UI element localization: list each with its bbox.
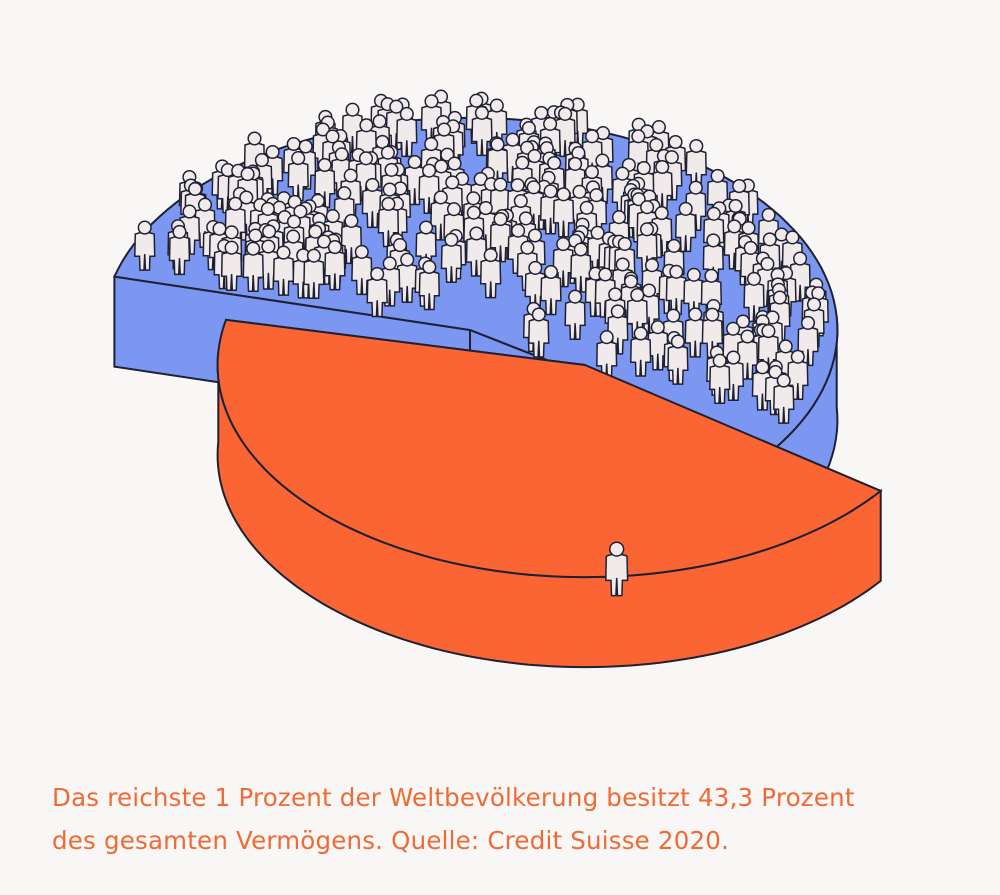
pie-slice-richest-one-percent <box>216 318 883 669</box>
crowd-of-people <box>134 89 829 424</box>
person-figure <box>564 289 586 340</box>
person-figure <box>272 245 295 296</box>
person-figure <box>540 264 562 316</box>
person-figure <box>220 240 243 291</box>
person-figure <box>396 106 418 158</box>
person-figure <box>396 252 418 303</box>
person-figure <box>361 177 384 229</box>
person-figure <box>524 260 546 312</box>
person-figure <box>134 220 156 271</box>
caption-line-1: Das reichste 1 Prozent der Weltbevölkeru… <box>52 783 855 812</box>
person-figure <box>630 326 652 377</box>
person-figure <box>440 232 463 284</box>
person-figure <box>366 266 388 318</box>
person-figure <box>667 334 689 385</box>
person-figure <box>418 259 440 311</box>
person-figure <box>168 224 191 276</box>
person-figure <box>351 244 373 296</box>
person-figure <box>324 240 346 291</box>
person-figure <box>552 187 575 238</box>
person-figure <box>287 151 309 202</box>
pie-chart <box>112 89 883 669</box>
person-figure <box>683 267 705 319</box>
caption-line-2: des gesamten Vermögens. Quelle: Credit S… <box>52 826 730 855</box>
person-figure <box>709 353 731 404</box>
person-figure <box>581 129 603 180</box>
person-figure <box>647 320 669 371</box>
person-figure <box>773 373 795 424</box>
person-figure <box>528 307 550 358</box>
person-figure <box>303 248 325 299</box>
person-figure <box>651 159 673 211</box>
person-figure <box>665 264 688 316</box>
rich-slice-top <box>216 318 883 579</box>
person-figure <box>479 248 502 299</box>
caption: Das reichste 1 Prozent der Weltbevölkeru… <box>52 776 972 862</box>
person-figure <box>242 241 264 292</box>
person-figure <box>605 541 629 597</box>
single-person-figure <box>605 541 629 597</box>
person-figure <box>471 105 493 157</box>
